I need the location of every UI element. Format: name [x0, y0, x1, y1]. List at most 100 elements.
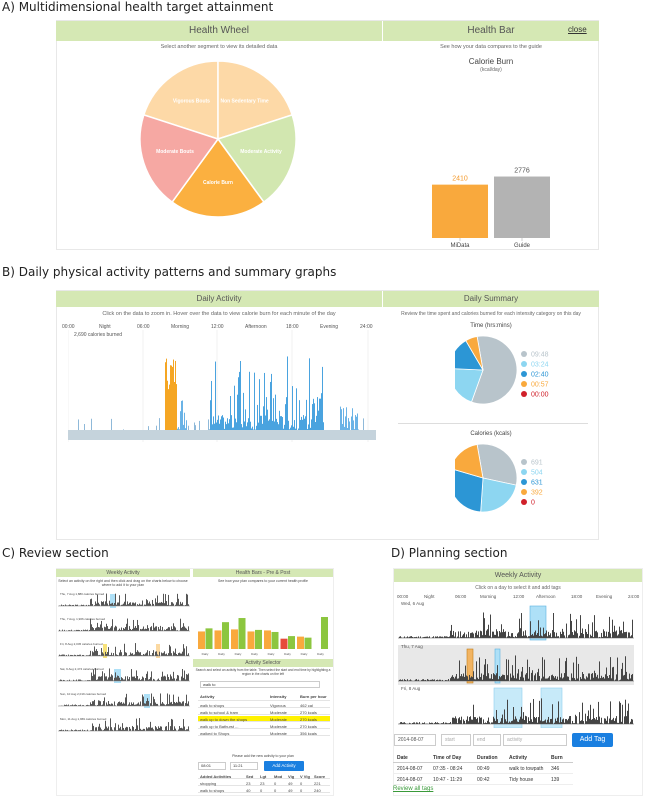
review-bar: [136, 704, 137, 706]
plan-bar: [420, 636, 421, 638]
close-link[interactable]: close: [568, 25, 587, 34]
activity-minute: [239, 371, 240, 430]
plan-bar: [442, 636, 443, 638]
activity-row[interactable]: walk up to Bathurst ... Moderate 270 kcal…: [198, 723, 330, 729]
plan-bar: [447, 723, 448, 724]
review-bar: [126, 726, 127, 731]
plan-bar: [612, 719, 613, 724]
review-bar: [109, 600, 110, 606]
plan-bar: [494, 718, 495, 724]
plan-bar: [519, 618, 520, 638]
plan-bar: [406, 637, 407, 638]
review-bar: [122, 604, 123, 606]
planning-weekly-chart[interactable]: [398, 600, 634, 728]
plan-bar: [502, 674, 503, 681]
plan-bar: [566, 657, 567, 681]
activity-row[interactable]: walk to shops Vigorous 462 cal: [198, 702, 330, 708]
tag-activity-input[interactable]: activity: [503, 734, 567, 746]
review-all-tags-link[interactable]: Review all tags: [393, 786, 434, 792]
plan-bar: [469, 674, 470, 681]
review-bar: [170, 630, 171, 631]
bar-category-label: Guide: [514, 243, 531, 249]
plan-bar: [474, 637, 475, 638]
review-bar: [106, 654, 107, 656]
add-tag-button[interactable]: Add Tag: [572, 733, 613, 747]
review-bar: [64, 680, 65, 681]
review-bar: [137, 725, 138, 731]
plan-bar: [581, 633, 582, 638]
plan-bar: [617, 635, 618, 638]
tag-date-input[interactable]: 2014-08-07: [394, 734, 436, 746]
review-bar: [162, 602, 163, 606]
review-bar: [141, 679, 142, 681]
plan-bar: [501, 624, 502, 638]
review-bar: [116, 604, 117, 606]
legend-label: 00:57: [531, 382, 549, 389]
activity-minute: [177, 428, 178, 430]
activity-minute: [293, 426, 294, 430]
review-bar: [138, 679, 139, 681]
review-bar: [150, 627, 151, 631]
review-bar: [66, 730, 67, 731]
review-weekly-chart[interactable]: [58, 586, 190, 738]
plan-bar: [575, 679, 576, 681]
review-bar: [167, 730, 168, 731]
added-row[interactable]: shopping 23 23 0 49 0 221: [198, 780, 330, 786]
added-row[interactable]: walk to shops 40 0 0 49 0 240: [198, 787, 330, 793]
plan-bar: [541, 635, 542, 638]
tag-end-input[interactable]: end: [473, 734, 501, 746]
plan-bar: [608, 678, 609, 681]
activity-minute: [168, 389, 169, 430]
plan-bar: [605, 636, 606, 638]
review-bar: [166, 704, 167, 706]
activity-row[interactable]: walk to school & tram Moderate 270 kcals: [198, 709, 330, 715]
review-bar: [177, 702, 178, 706]
plan-bar: [587, 716, 588, 724]
review-bar: [154, 655, 155, 656]
review-bar: [138, 604, 139, 606]
review-bar: [136, 652, 137, 656]
activity-row-selected[interactable]: walk up to down the shops Moderate 270 kca…: [198, 716, 330, 722]
review-bar: [142, 676, 143, 681]
tag-row[interactable]: 2014-08-07 10:47 - 11:29 00:42 Tidy house 13…: [393, 775, 573, 785]
plan-bar: [602, 636, 603, 638]
review-bar: [168, 704, 169, 706]
activity-minute: [341, 409, 342, 430]
add-activity-button[interactable]: Add Activity: [264, 761, 304, 771]
activity-row[interactable]: walked to Shops Moderate 356 kcals: [198, 730, 330, 736]
review-bar: [131, 702, 132, 706]
daily-activity-chart[interactable]: [68, 330, 376, 442]
plan-bar: [509, 721, 510, 724]
tag-row[interactable]: 2014-08-07 07:35 - 08:24 00:49 walk to towp…: [393, 764, 573, 774]
activity-search-input[interactable]: walk to: [200, 681, 320, 688]
plan-bar: [487, 629, 488, 638]
review-bar: [93, 628, 94, 631]
activity-minute: [304, 418, 305, 430]
activity-minute: [216, 422, 217, 430]
plan-bar: [401, 722, 402, 724]
review-bar: [170, 674, 171, 681]
review-bar: [103, 601, 104, 606]
review-bar: [101, 676, 102, 681]
activity-minute: [343, 408, 344, 430]
plan-bar: [527, 659, 528, 681]
activity-minute: [307, 429, 308, 430]
health-wheel-chart[interactable]: Vigorous Bouts Non Sedentary TimeModerate…: [138, 56, 298, 222]
review-bar: [137, 703, 138, 706]
health-bar: [280, 638, 288, 649]
plan-bar: [604, 678, 605, 681]
tag-start-input[interactable]: start: [441, 734, 471, 746]
review-bar: [97, 622, 98, 631]
start-time-input[interactable]: 08:01: [198, 762, 226, 770]
review-bar: [103, 701, 104, 706]
end-time-input[interactable]: 11:21: [230, 762, 258, 770]
activity-minute: [272, 420, 273, 430]
plan-bar: [568, 635, 569, 638]
review-bar: [167, 693, 168, 706]
review-bar: [151, 655, 152, 656]
plan-bar: [543, 627, 544, 638]
pie-slice: [465, 336, 484, 371]
plan-bar: [495, 720, 496, 724]
